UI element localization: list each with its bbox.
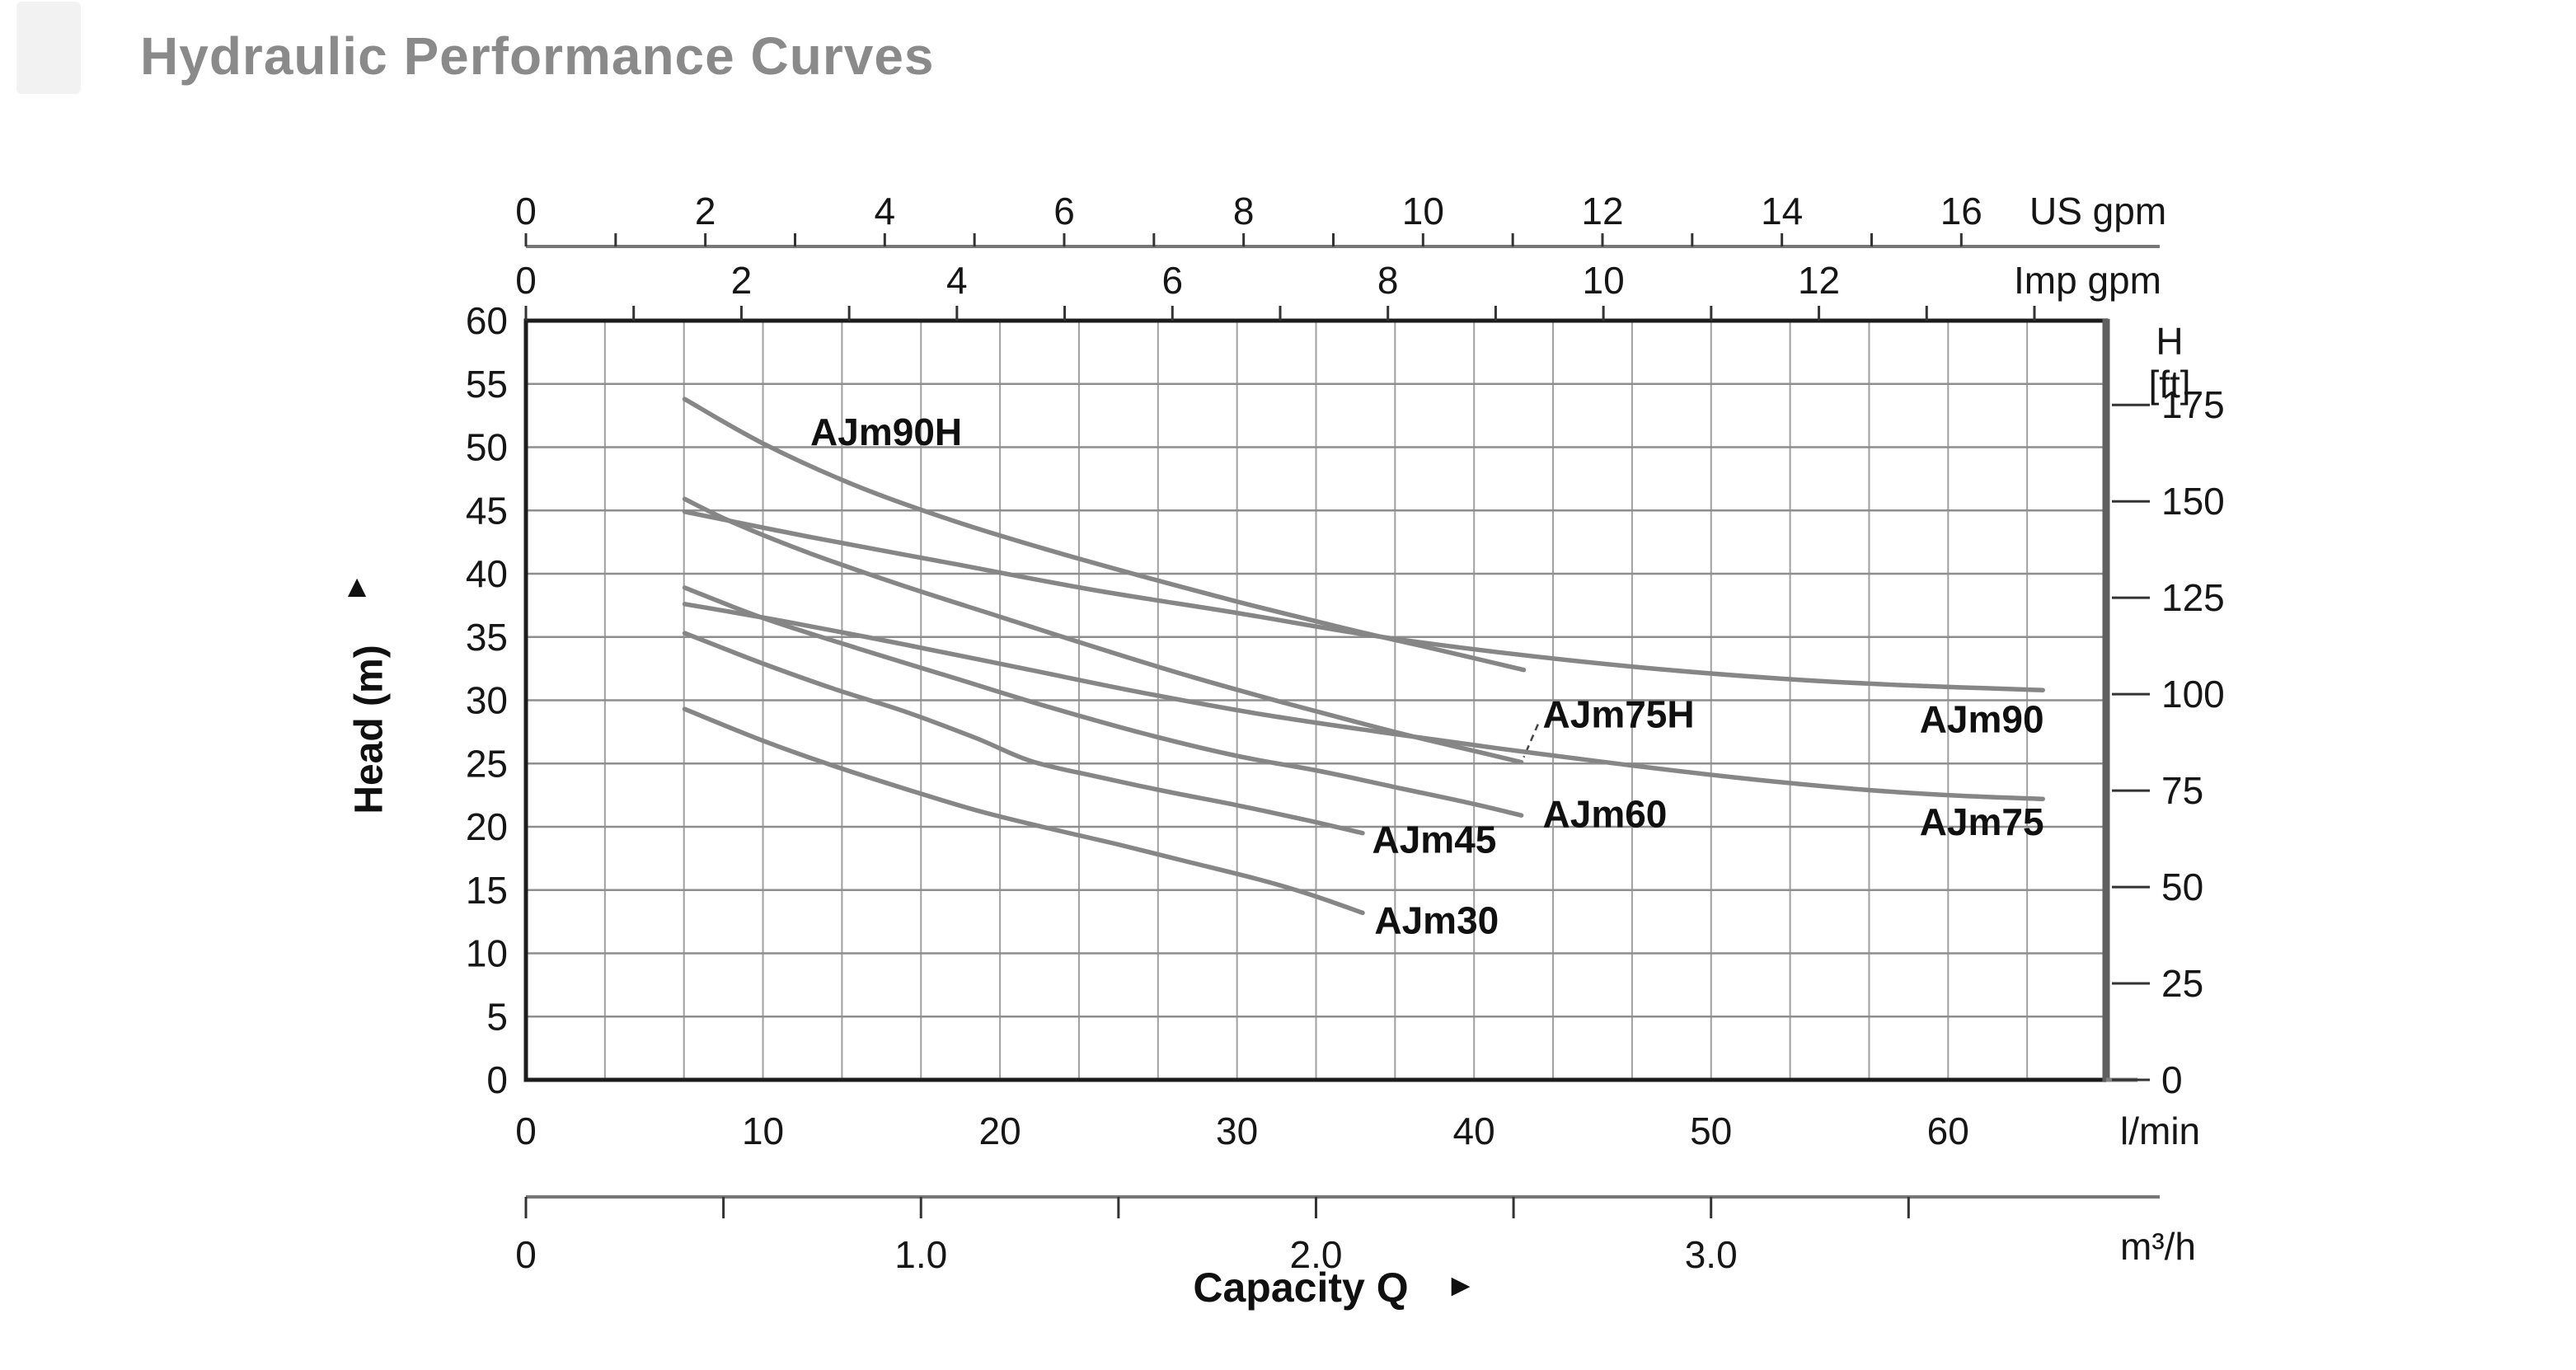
feet-tick-label: 125 [2161, 576, 2225, 619]
feet-tick-label: 25 [2161, 962, 2203, 1005]
lmin-tick-label: 20 [978, 1110, 1021, 1152]
curve-ajm30 [682, 706, 1365, 916]
head-m-tick-label: 15 [466, 869, 508, 912]
lmin-tick-label: 0 [515, 1110, 537, 1152]
lmin-tick-label: 60 [1927, 1110, 1969, 1152]
head-axis-title: Head (m) [348, 645, 392, 814]
imp-gpm-tick-label: 10 [1583, 259, 1625, 302]
head-m-tick-label: 50 [466, 426, 508, 469]
lmin-tick-label: 50 [1690, 1110, 1732, 1152]
head-m-tick-label: 20 [466, 805, 508, 848]
us-gpm-tick-label: 14 [1761, 190, 1803, 232]
feet-tick-label: 100 [2161, 673, 2225, 715]
head-m-tick-label: 0 [486, 1058, 508, 1101]
head-axis-labels: 0 5 10 15 20 25 30 35 40 45 50 55 60 [466, 299, 508, 1101]
feet-tick-label: 75 [2161, 769, 2203, 812]
head-axis-arrow-icon: ▲ [341, 570, 373, 604]
curve-label-ajm90: AJm90 [1920, 698, 2044, 741]
curve-label-ajm75h: AJm75H [1543, 692, 1695, 735]
feet-axis-title-ft: [ft] [2148, 363, 2190, 406]
curve-label-ajm60: AJm60 [1543, 793, 1668, 836]
head-m-tick-label: 5 [486, 995, 508, 1038]
imp-gpm-tick-label: 6 [1161, 259, 1183, 302]
us-gpm-tick-label: 10 [1402, 190, 1444, 232]
us-gpm-tick-label: 12 [1581, 190, 1623, 232]
bottom-flow-axes: 0 10 20 30 40 50 60 0 1.0 2.0 3.0 [515, 1110, 2160, 1276]
us-gpm-tick-label: 6 [1053, 190, 1075, 232]
curve-ajm60 [682, 585, 1524, 818]
pump-curve-labels: AJm90H AJm90 AJm75H AJm75 AJm60 AJm45 AJm30 [810, 411, 2044, 942]
leader-ajm75h [1523, 724, 1539, 758]
page-title: Hydraulic Performance Curves [140, 26, 935, 86]
us-gpm-tick-label: 2 [695, 190, 716, 232]
head-m-tick-label: 40 [466, 552, 508, 595]
curve-label-ajm30: AJm30 [1374, 899, 1499, 942]
m3h-tick-label: 3.0 [1685, 1233, 1738, 1276]
us-gpm-unit-label: US gpm [2029, 190, 2166, 232]
head-m-tick-label: 35 [466, 616, 508, 659]
head-m-tick-label: 30 [466, 679, 508, 722]
lmin-tick-label: 30 [1216, 1110, 1258, 1152]
pump-curves [682, 396, 2045, 916]
imp-gpm-tick-label: 8 [1377, 259, 1399, 302]
imp-gpm-unit-label: Imp gpm [2014, 259, 2161, 302]
imp-gpm-tick-label: 0 [515, 259, 537, 302]
corner-shade-artifact [16, 2, 81, 94]
m3h-tick-label: 1.0 [894, 1233, 947, 1276]
m3h-unit-label: m³/h [2120, 1225, 2196, 1268]
head-m-tick-label: 60 [466, 299, 508, 342]
us-gpm-tick-label: 16 [1940, 190, 1982, 232]
feet-tick-label: 50 [2161, 866, 2203, 908]
imp-gpm-tick-label: 2 [731, 259, 753, 302]
curve-label-ajm90h: AJm90H [810, 411, 962, 453]
capacity-axis-title: Capacity Q [1193, 1264, 1408, 1311]
us-gpm-tick-label: 0 [515, 190, 537, 232]
feet-axis-title-h: H [2156, 320, 2183, 363]
curve-label-ajm75: AJm75 [1920, 800, 2044, 843]
capacity-axis-arrow-icon: ► [1445, 1269, 1476, 1303]
m3h-tick-label: 2.0 [1289, 1233, 1342, 1276]
plot-grid [526, 321, 2106, 1080]
feet-tick-label: 0 [2161, 1058, 2183, 1101]
m3h-tick-label: 0 [515, 1233, 537, 1276]
imp-gpm-tick-label: 4 [946, 259, 968, 302]
us-gpm-tick-label: 4 [875, 190, 896, 232]
imp-gpm-tick-label: 12 [1798, 259, 1840, 302]
curve-ajm90 [682, 509, 2045, 692]
curve-ajm45 [682, 631, 1365, 836]
curve-label-ajm45: AJm45 [1372, 818, 1497, 861]
head-m-tick-label: 45 [466, 489, 508, 532]
feet-tick-label: 175 [2161, 383, 2225, 426]
head-m-tick-label: 55 [466, 363, 508, 406]
lmin-tick-label: 40 [1453, 1110, 1495, 1152]
feet-tick-label: 150 [2161, 480, 2225, 523]
lmin-tick-label: 10 [742, 1110, 784, 1152]
head-m-tick-label: 10 [466, 932, 508, 975]
head-m-tick-label: 25 [466, 742, 508, 785]
top-flow-axes: 0 2 4 6 8 10 12 14 160 2 4 6 8 10 12 [515, 190, 2160, 321]
feet-axis: 175 150 125 100 75 50 25 0 [2112, 383, 2225, 1101]
lmin-unit-label: l/min [2120, 1110, 2200, 1152]
curve-ajm75 [682, 602, 2045, 801]
us-gpm-tick-label: 8 [1233, 190, 1255, 232]
